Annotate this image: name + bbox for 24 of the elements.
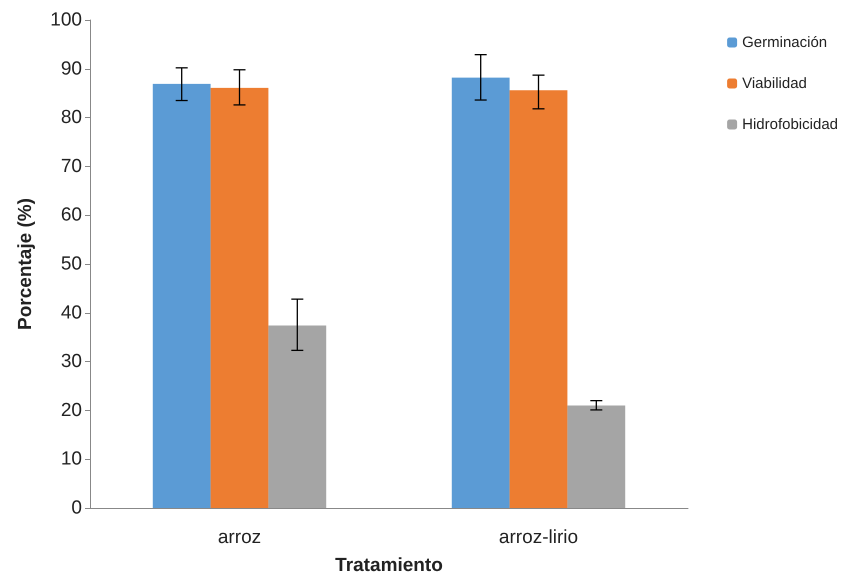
legend-label: Germinación: [742, 34, 828, 51]
x-axis-title: Tratamiento: [335, 555, 443, 576]
bar: [268, 325, 326, 508]
y-tick-label: 70: [60, 156, 82, 177]
y-tick-label: 0: [71, 498, 82, 518]
bar: [210, 88, 268, 508]
y-tick-label: 80: [60, 107, 82, 128]
y-tick-label: 30: [60, 351, 82, 372]
bar: [452, 78, 510, 508]
y-tick-label: 90: [60, 58, 82, 80]
bar: [510, 90, 568, 508]
legend-label: Viabilidad: [742, 75, 807, 92]
bar: [152, 84, 211, 508]
x-tick-label: arroz: [218, 527, 262, 548]
legend-label: Hidrofobicidad: [742, 116, 838, 133]
y-tick-label: 60: [60, 204, 82, 226]
x-tick-label: arroz-lirio: [498, 527, 578, 548]
y-axis-title: Porcentaje (%): [15, 198, 36, 330]
y-tick-label: 50: [60, 254, 82, 274]
y-tick-label: 10: [60, 448, 82, 470]
bar: [567, 406, 626, 508]
y-tick-label: 20: [60, 400, 82, 421]
y-tick-label: 40: [60, 302, 82, 324]
y-tick-label: 100: [50, 10, 82, 30]
